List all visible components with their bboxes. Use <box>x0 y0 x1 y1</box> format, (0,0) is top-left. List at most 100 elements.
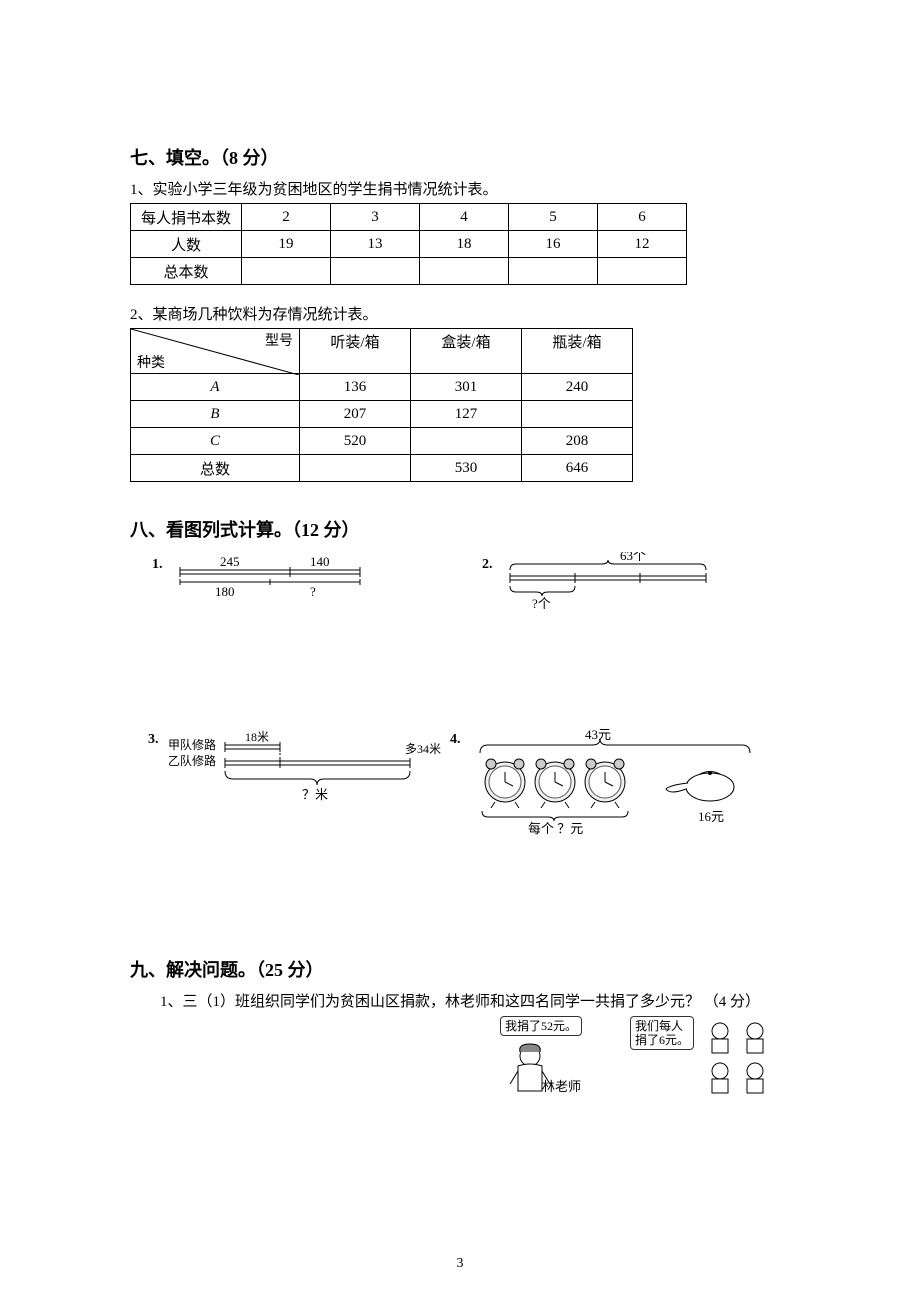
t1-r2c5: 12 <box>598 231 687 258</box>
t1-r1c0: 每人捐书本数 <box>131 204 242 231</box>
table-row: 每人捐书本数 2 3 4 5 6 <box>131 204 687 231</box>
section7-q2-label: 2、某商场几种饮料为存情况统计表。 <box>130 303 790 324</box>
page-number: 3 <box>0 1256 920 1272</box>
bubble-teacher: 我捐了52元。 <box>500 1016 582 1036</box>
section7-title: 七、填空。（8 分） <box>130 144 790 170</box>
t1-r2c4: 16 <box>509 231 598 258</box>
table-row: 总本数 <box>131 258 687 285</box>
t1-r1c4: 5 <box>509 204 598 231</box>
table-row: 人数 19 13 18 16 12 <box>131 231 687 258</box>
student-icon <box>747 1063 763 1093</box>
section8-title-end: ） <box>342 520 360 540</box>
t2-h3: 瓶装/箱 <box>522 329 633 374</box>
t2-corner-top: 型号 <box>265 330 293 350</box>
section7-points: 8 分 <box>229 148 261 168</box>
table-row: 总数 530 646 <box>131 455 633 482</box>
students-group: 我们每人 捐了6元。 <box>630 1016 694 1051</box>
t1-r1c3: 4 <box>420 204 509 231</box>
section8-title: 八、看图列式计算。（12 分） <box>130 516 790 542</box>
section9-q1-illustration: 我捐了52元。 林老师 我们每人 捐了6元。 <box>490 1016 790 1106</box>
fig4-num: 4. <box>450 732 461 747</box>
fig-row-1: 1. 245 140 180 ? 2. <box>130 552 790 617</box>
fig3-jia-len: 18米 <box>245 730 269 744</box>
section7-table2: 型号 种类 听装/箱 盒装/箱 瓶装/箱 A 136 301 240 B 207… <box>130 328 633 482</box>
fig2-q: ?个 <box>532 596 551 611</box>
t2-corner-bottom: 种类 <box>137 352 165 372</box>
section9-q1: 1、三（1）班组织同学们为贫困山区捐款，林老师和这四名同学一共捐了多少元？ （4… <box>130 990 790 1016</box>
t2-r2-label: B <box>131 401 300 428</box>
bubble-students: 我们每人 捐了6元。 <box>630 1016 694 1051</box>
section7-table1: 每人捐书本数 2 3 4 5 6 人数 19 13 18 16 12 总本数 <box>130 203 687 285</box>
fig3-jia-label: 甲队修路 <box>168 737 216 752</box>
t1-r1c5: 6 <box>598 204 687 231</box>
t1-r2c1: 19 <box>242 231 331 258</box>
t2-r1c3: 240 <box>522 374 633 401</box>
t1-r2c2: 13 <box>331 231 420 258</box>
t2-r3c2 <box>411 428 522 455</box>
t1-r3c0: 总本数 <box>131 258 242 285</box>
t1-r3c4 <box>509 258 598 285</box>
section7-q1-label: 1、实验小学三年级为贫困地区的学生捐书情况统计表。 <box>130 178 790 199</box>
t2-r4c3: 646 <box>522 455 633 482</box>
t1-r1c2: 3 <box>331 204 420 231</box>
fig1-b: 140 <box>310 554 330 569</box>
t2-r4c1 <box>300 455 411 482</box>
fig2: 2. 63个 ?个 <box>460 552 790 617</box>
fig3-yi-label: 乙队修路 <box>168 753 216 768</box>
spacer-2 <box>130 842 790 932</box>
t1-r2c0: 人数 <box>131 231 242 258</box>
table-row: A 136 301 240 <box>131 374 633 401</box>
fig1-a: 245 <box>220 554 240 569</box>
section8-points: 12 分 <box>301 520 342 540</box>
t1-r3c1 <box>242 258 331 285</box>
student-icon <box>712 1023 728 1053</box>
fig1-c: 180 <box>215 584 235 599</box>
student-icon <box>747 1023 763 1053</box>
section9-title-end: ） <box>306 960 324 980</box>
spacer <box>130 617 790 717</box>
t2-r2c3 <box>522 401 633 428</box>
t1-r2c3: 18 <box>420 231 509 258</box>
fig1-num: 1. <box>152 557 163 572</box>
t2-r1c2: 301 <box>411 374 522 401</box>
fig3: 3. 甲队修路 18米 乙队修路 多34米 ？米 <box>130 727 450 842</box>
table-row: C 520 208 <box>131 428 633 455</box>
t2-h1: 听装/箱 <box>300 329 411 374</box>
clock-icon <box>585 759 625 808</box>
table-row: B 207 127 <box>131 401 633 428</box>
page: 七、填空。（8 分） 1、实验小学三年级为贫困地区的学生捐书情况统计表。 每人捐… <box>0 0 920 1302</box>
section7-title-end: ） <box>261 148 279 168</box>
section9-title: 九、解决问题。（25 分） <box>130 956 790 982</box>
cap-icon <box>666 771 734 801</box>
fig2-num: 2. <box>482 557 493 572</box>
t2-r3c3: 208 <box>522 428 633 455</box>
t2-r3c1: 520 <box>300 428 411 455</box>
fig4-cap: 16元 <box>698 809 724 824</box>
t1-r1c1: 2 <box>242 204 331 231</box>
fig4-total: 43元 <box>585 727 611 742</box>
section7-title-text: 七、填空。（ <box>130 148 229 168</box>
table-row: 型号 种类 听装/箱 盒装/箱 瓶装/箱 <box>131 329 633 374</box>
t2-r3-label: C <box>131 428 300 455</box>
clock-icon <box>535 759 575 808</box>
t2-h2: 盒装/箱 <box>411 329 522 374</box>
t2-r4-label: 总数 <box>131 455 300 482</box>
t2-r1c1: 136 <box>300 374 411 401</box>
fig2-top: 63个 <box>620 552 646 563</box>
fig1: 1. 245 140 180 ? <box>130 552 460 617</box>
teacher-label: 林老师 <box>542 1076 581 1095</box>
section9-points: 25 分 <box>265 960 306 980</box>
t2-diag-cell: 型号 种类 <box>131 329 300 374</box>
fig-row-2: 3. 甲队修路 18米 乙队修路 多34米 ？米 <box>130 727 790 842</box>
section8-title-text: 八、看图列式计算。（ <box>130 520 301 540</box>
section9-title-text: 九、解决问题。（ <box>130 960 265 980</box>
teacher-group: 我捐了52元。 林老师 <box>500 1016 582 1106</box>
t2-r2c1: 207 <box>300 401 411 428</box>
section9-q1-points: （4 分） <box>704 994 760 1010</box>
t2-r4c2: 530 <box>411 455 522 482</box>
fig1-q: ? <box>310 584 316 599</box>
fig3-more: 多34米 <box>405 742 441 756</box>
t1-r3c2 <box>331 258 420 285</box>
fig3-num: 3. <box>148 732 159 747</box>
student-icon <box>712 1063 728 1093</box>
